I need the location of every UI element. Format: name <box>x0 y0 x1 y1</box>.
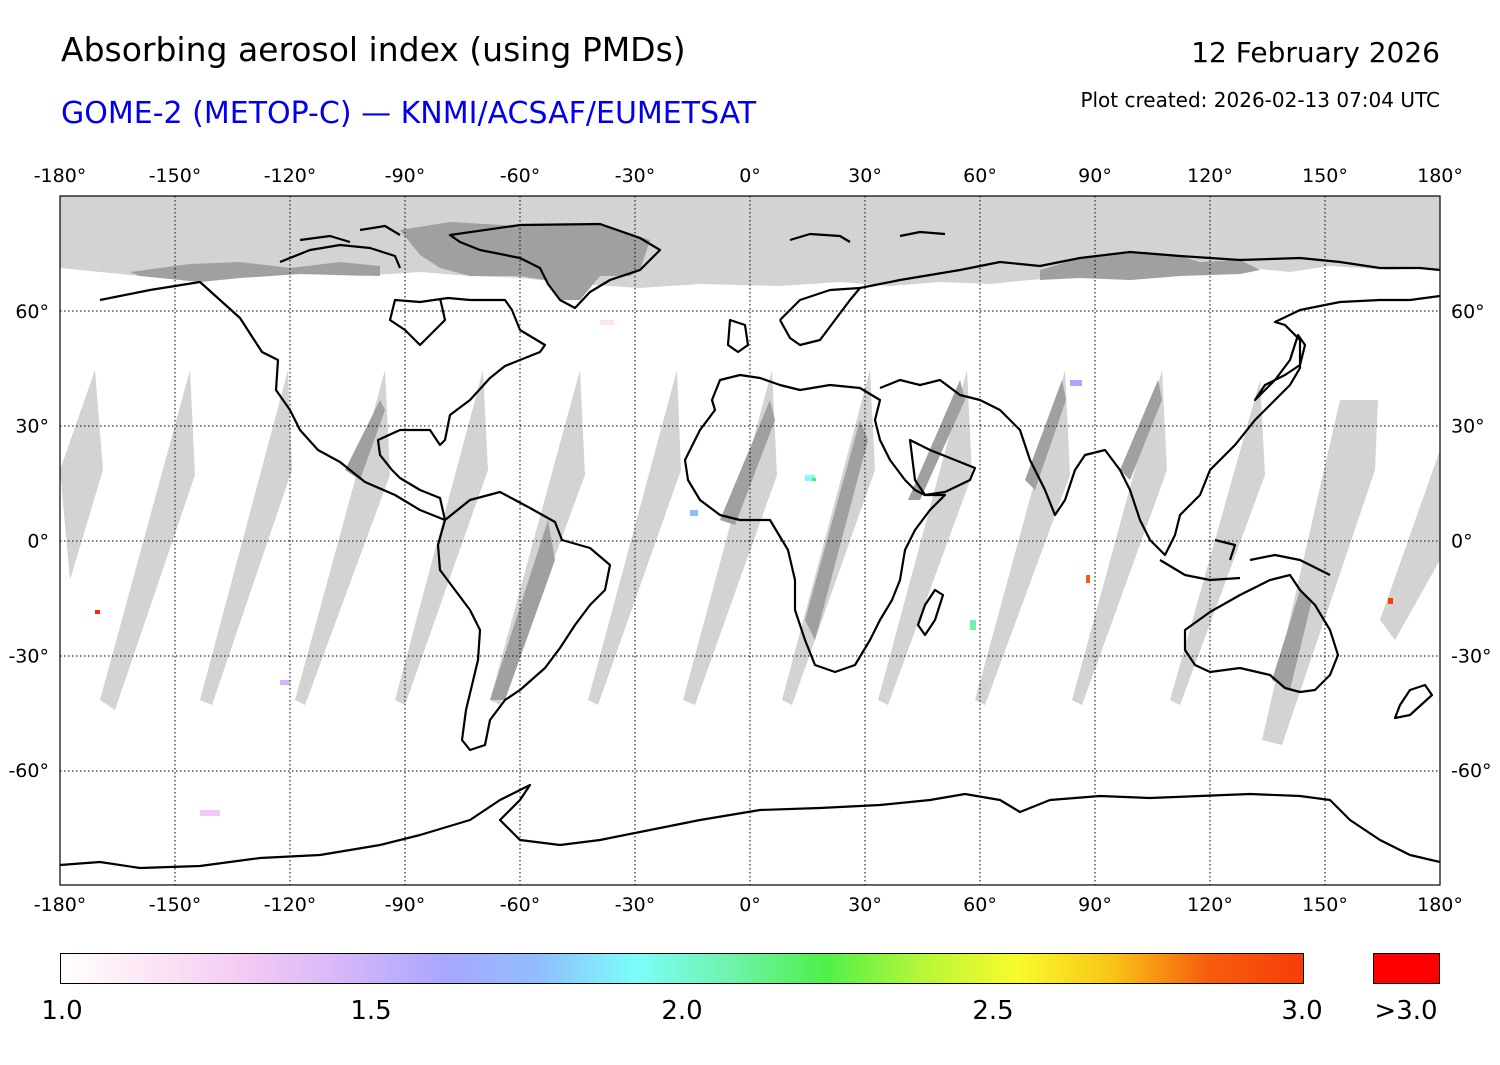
coast-arabia <box>908 438 977 497</box>
lat-tick-label-right: -30° <box>1451 645 1492 667</box>
lon-tick-label-top: 30° <box>848 165 882 187</box>
aerosol-speck <box>200 810 220 816</box>
lon-tick-label-bottom: 90° <box>1078 894 1112 916</box>
lat-tick-label-left: 0° <box>27 531 49 553</box>
canada-nodata <box>130 262 380 282</box>
lat-tick-label-right: -60° <box>1451 760 1492 782</box>
lon-tick-label-bottom: 150° <box>1302 894 1348 916</box>
lon-tick-label-top: 120° <box>1187 165 1233 187</box>
lon-tick-label-bottom: 60° <box>963 894 997 916</box>
aerosol-speck <box>600 320 614 325</box>
orbit-gap-land-africa <box>805 420 868 640</box>
lat-tick-label-left: -30° <box>8 645 49 667</box>
lon-tick-label-bottom: 30° <box>848 894 882 916</box>
orbit-gap-land-mexico <box>345 400 385 480</box>
orbit-gap-12 <box>1072 370 1167 705</box>
coast-indonesia <box>1159 538 1331 582</box>
world-map: -180° -180° -150° -150° -120° -120° -90° -90° -6… <box>8 165 1491 916</box>
orbit-gap-1 <box>60 370 103 580</box>
lon-tick-label-top: -150° <box>149 165 202 187</box>
orbit-gap-2 <box>100 370 195 710</box>
colorbar-tick-label: 1.0 <box>41 996 83 1026</box>
lon-tick-label-top: -60° <box>500 165 541 187</box>
orbit-gap-land-south-america <box>490 520 555 700</box>
orbit-gap-land-china <box>1120 380 1162 480</box>
coast-japan <box>1253 333 1307 402</box>
lon-tick-label-bottom: -150° <box>149 894 202 916</box>
lon-tick-label-bottom: 120° <box>1187 894 1233 916</box>
aerosol-speck <box>812 478 816 481</box>
lat-tick-label-left: -60° <box>8 760 49 782</box>
plot-created-timestamp: Plot created: 2026-02-13 07:04 UTC <box>1080 88 1440 112</box>
lon-tick-label-bottom: 0° <box>739 894 761 916</box>
coast-antarctica <box>60 783 1440 870</box>
coast-south-america <box>436 490 612 752</box>
coast-greenland <box>448 222 662 310</box>
coast-british-isles <box>726 318 750 354</box>
aerosol-specks <box>95 320 1393 816</box>
lon-tick-label-top: -180° <box>34 165 87 187</box>
orbit-gap-3 <box>200 370 292 705</box>
plot-date: 12 February 2026 <box>1191 36 1440 69</box>
plot-title: Absorbing aerosol index (using PMDs) <box>61 30 686 69</box>
orbit-gap-land-arabia <box>908 380 965 500</box>
aerosol-speck <box>970 620 976 630</box>
aerosol-speck <box>280 680 290 685</box>
lon-tick-label-bottom: -90° <box>385 894 426 916</box>
lat-tick-label-left: 60° <box>15 301 49 323</box>
lon-tick-label-top: 0° <box>739 165 761 187</box>
lon-tick-label-top: -30° <box>615 165 656 187</box>
orbit-gap-5 <box>395 370 488 705</box>
coast-north-america <box>99 280 547 522</box>
orbit-gaps-land <box>345 380 1312 700</box>
aerosol-speck <box>690 510 698 516</box>
coast-svalbard-franz-josef <box>789 230 946 243</box>
aerosol-speck <box>805 475 815 481</box>
coast-asia <box>879 294 1440 557</box>
colorbar-gradient <box>60 953 1304 984</box>
axis-ticks: -180° -180° -150° -150° -120° -120° -90° -90° -6… <box>8 165 1491 916</box>
lat-tick-label-right: 0° <box>1451 531 1473 553</box>
lon-tick-label-bottom: -30° <box>615 894 656 916</box>
lon-tick-label-top: 150° <box>1302 165 1348 187</box>
coastlines <box>60 222 1440 870</box>
gridlines <box>60 196 1440 885</box>
lon-tick-label-bottom: -60° <box>500 894 541 916</box>
lon-tick-label-top: 60° <box>963 165 997 187</box>
colorbar-tick-label: 2.0 <box>661 996 703 1026</box>
colorbar-over-label: >3.0 <box>1374 996 1438 1026</box>
orbit-gap-15 <box>1380 450 1440 640</box>
aerosol-speck <box>1388 598 1393 604</box>
orbit-gap-land-australia <box>1272 590 1312 690</box>
lat-tick-label-right: 60° <box>1451 301 1485 323</box>
orbit-gap-10 <box>878 370 972 705</box>
lat-tick-label-right: 30° <box>1451 416 1485 438</box>
lon-tick-label-top: 90° <box>1078 165 1112 187</box>
colorbar-tick-label: 1.5 <box>350 996 392 1026</box>
lon-tick-label-bottom: 180° <box>1417 894 1463 916</box>
lon-tick-label-top: -90° <box>385 165 426 187</box>
lat-tick-label-left: 30° <box>15 416 49 438</box>
coast-arctic-russia <box>859 250 1440 290</box>
colorbar-tick-label: 2.5 <box>972 996 1014 1026</box>
coast-madagascar <box>916 588 945 637</box>
aerosol-speck <box>1070 380 1082 386</box>
lon-tick-label-top: -120° <box>264 165 317 187</box>
orbit-gap-land-sahara <box>720 400 775 525</box>
orbit-gap-6 <box>490 370 585 705</box>
coast-scandinavia <box>779 286 862 347</box>
lon-tick-label-bottom: -180° <box>34 894 87 916</box>
aerosol-speck <box>1086 575 1090 583</box>
coast-europe-africa <box>683 373 947 674</box>
colorbar-over-range <box>1373 953 1440 984</box>
lon-tick-label-top: 180° <box>1417 165 1463 187</box>
lon-tick-label-bottom: -120° <box>264 894 317 916</box>
orbit-gap-land-india <box>1025 380 1066 490</box>
colorbar-tick-label: 3.0 <box>1281 996 1323 1026</box>
plot-subtitle: GOME-2 (METOP-C) — KNMI/ACSAF/EUMETSAT <box>61 96 757 131</box>
coast-canadian-archipelago <box>279 224 402 269</box>
aerosol-speck <box>95 610 100 614</box>
coast-new-zealand <box>1393 683 1434 720</box>
map-frame <box>59 195 1441 886</box>
